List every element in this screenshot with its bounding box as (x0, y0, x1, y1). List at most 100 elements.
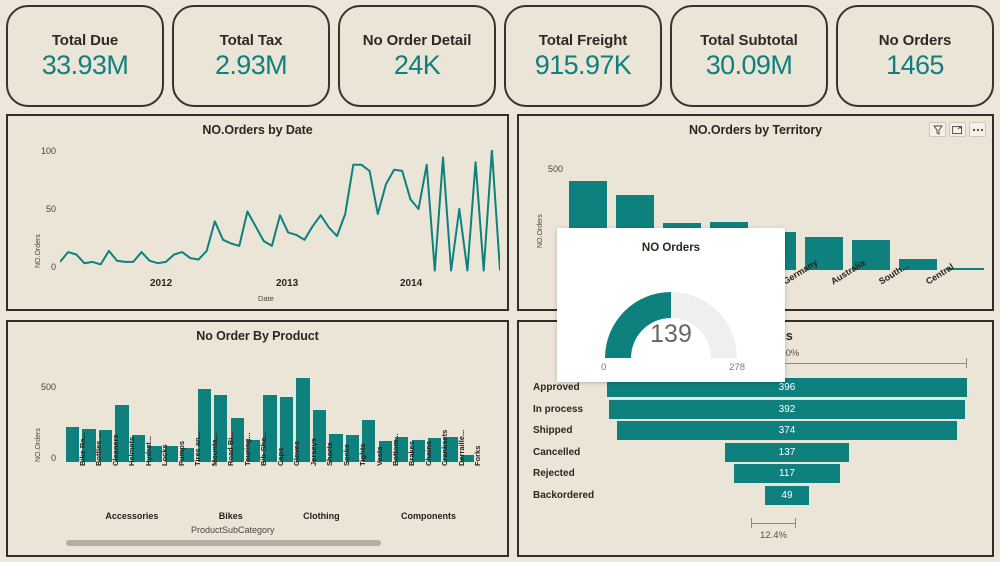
product-axis-label: Locks (160, 444, 170, 466)
funnel-bar[interactable]: 396 (607, 378, 967, 397)
line-series (60, 150, 500, 272)
product-axis-label: Bottles ... (94, 432, 104, 466)
kpi-label: Total Freight (538, 31, 628, 49)
kpi-label: Total Due (51, 31, 119, 49)
funnel-value: 374 (778, 425, 796, 436)
product-axis-label: Forks (473, 445, 483, 466)
product-group-label: Accessories (105, 511, 159, 521)
gauge-max-label: 278 (729, 362, 745, 373)
product-bar[interactable] (296, 377, 310, 462)
product-bar[interactable] (246, 440, 261, 462)
product-bar[interactable] (115, 405, 129, 462)
product-axis-label: Chains (423, 440, 433, 466)
horizontal-scrollbar[interactable] (66, 540, 381, 546)
product-group-label: Clothing (303, 511, 340, 521)
product-axis-label: Brakes (407, 440, 417, 466)
funnel-stage-label: Shipped (533, 425, 573, 436)
product-axis-label: Bib-Sho... (259, 431, 269, 466)
focus-mode-icon[interactable] (949, 122, 966, 137)
product-bar[interactable] (148, 446, 162, 462)
kpi-value: 33.93M (41, 49, 129, 80)
kpi-value: 1465 (886, 49, 944, 80)
funnel-bar[interactable]: 49 (764, 485, 810, 505)
gauge-title: NO Orders (641, 242, 701, 254)
funnel-top-percent: 100% (775, 348, 800, 359)
y-tick-0: 0 (50, 262, 56, 272)
panel-orders-by-product[interactable]: No Order By Product NO.Orders 500 0 Bike… (6, 320, 509, 557)
y-tick-0: 0 (50, 453, 56, 463)
product-bar[interactable] (444, 436, 458, 462)
product-bar[interactable] (312, 409, 327, 462)
funnel-bar[interactable]: 137 (724, 442, 850, 462)
funnel-stage-label: Cancelled (533, 446, 581, 458)
kpi-value: 24K (393, 49, 441, 80)
kpi-card-total-due[interactable]: Total Due 33.93M (6, 5, 164, 107)
product-bar[interactable] (214, 395, 228, 462)
kpi-card-no-orders[interactable]: No Orders 1465 (836, 5, 994, 107)
funnel-stage-label: In process (533, 403, 584, 415)
kpi-label: No Orders (878, 31, 952, 49)
funnel-value: 137 (778, 446, 796, 458)
gauge-tooltip-overlay[interactable]: NO Orders 139 0 278 (557, 228, 785, 382)
funnel-bar[interactable]: 392 (608, 399, 966, 419)
panel-action-icons (929, 122, 986, 137)
product-axis-label: Cleaners (110, 434, 120, 466)
product-axis-label: Bottom... (390, 433, 400, 467)
x-axis-label: Date (258, 294, 274, 303)
product-axis-label: Vests (374, 446, 384, 466)
kpi-label: No Order Detail (362, 31, 472, 49)
y-tick-50: 50 (45, 204, 56, 214)
product-bar[interactable] (66, 427, 80, 462)
kpi-card-total-subtotal[interactable]: Total Subtotal 30.09M (670, 5, 828, 107)
product-bar[interactable] (164, 446, 178, 462)
panel-title: No Order By Product (196, 329, 319, 343)
product-bar[interactable] (279, 396, 294, 462)
product-axis-label: Jerseys (308, 438, 318, 466)
product-axis-label: Hydrat... (143, 435, 153, 466)
product-bar[interactable] (345, 435, 359, 462)
gauge-value: 139 (650, 320, 692, 348)
y-tick-100: 100 (40, 146, 56, 156)
panel-title: NO.Orders by Territory (688, 123, 823, 137)
kpi-card-no-order-detail[interactable]: No Order Detail 24K (338, 5, 496, 107)
territory-bar[interactable] (898, 258, 937, 270)
product-bar[interactable] (131, 434, 146, 462)
product-bar[interactable] (411, 440, 425, 462)
funnel-bar[interactable]: 117 (733, 464, 841, 483)
product-bar[interactable] (362, 420, 376, 462)
funnel-bar[interactable]: 374 (617, 421, 957, 440)
product-axis-label: Helmets (127, 436, 137, 466)
kpi-value: 30.09M (705, 49, 793, 80)
product-bar[interactable] (460, 454, 475, 462)
product-bar[interactable] (230, 417, 244, 462)
product-axis-label: Tires an... (193, 431, 203, 466)
panel-title: NO.Orders by Date (202, 123, 313, 137)
product-axis-label: Socks (341, 443, 351, 466)
territory-bar[interactable] (851, 239, 890, 270)
product-bar[interactable] (395, 436, 409, 462)
product-axis-label: Gloves (292, 440, 302, 466)
funnel-stage-label: Approved (533, 382, 580, 393)
kpi-card-total-freight[interactable]: Total Freight 915.97K (504, 5, 662, 107)
territory-bar[interactable] (804, 236, 843, 270)
product-bar[interactable] (427, 438, 442, 462)
product-axis-label: Shorts (325, 442, 335, 466)
product-bar[interactable] (263, 395, 277, 462)
x-tick-2013: 2013 (276, 278, 299, 289)
product-bar[interactable] (329, 433, 343, 462)
product-bars (66, 377, 478, 462)
filter-icon[interactable] (929, 122, 946, 137)
product-bar[interactable] (378, 440, 392, 462)
kpi-card-total-tax[interactable]: Total Tax 2.93M (172, 5, 330, 107)
gauge-wrap: 139 0 278 (557, 254, 785, 373)
product-bar[interactable] (197, 388, 211, 462)
product-bar[interactable] (181, 448, 195, 462)
product-bar[interactable] (82, 428, 96, 462)
product-axis-label: Road Bi... (226, 431, 236, 466)
y-tick-500: 500 (40, 382, 56, 392)
territory-bar[interactable] (945, 268, 984, 270)
panel-orders-by-date[interactable]: NO.Orders by Date NO.Orders 100 50 0 201… (6, 114, 509, 311)
product-bar[interactable] (98, 430, 113, 462)
more-options-icon[interactable] (969, 122, 986, 137)
